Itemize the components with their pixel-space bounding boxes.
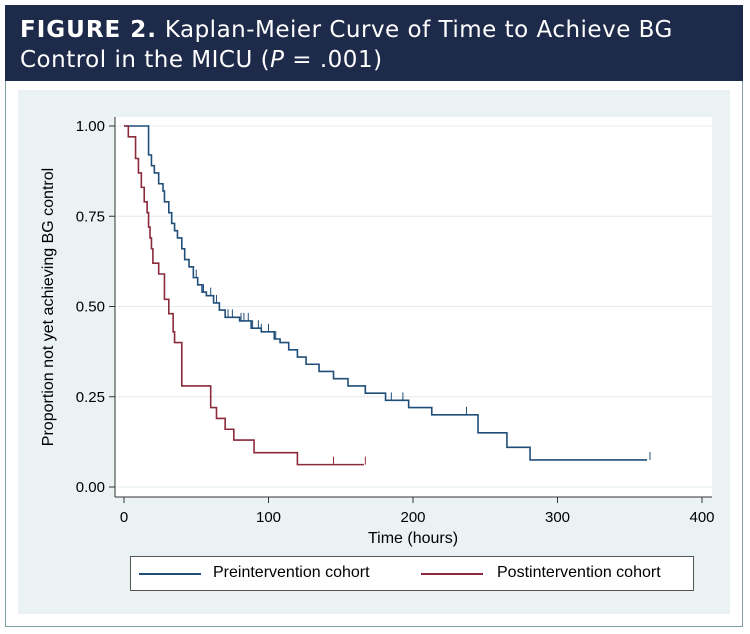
y-axis-label: Proportion not yet achieving BG control (40, 168, 57, 446)
figure-title-part-2: Control in the MICU ( (20, 47, 271, 73)
x-tick-label: 300 (545, 509, 570, 526)
x-tick-label: 0 (120, 509, 128, 526)
legend-swatch-preintervention (139, 573, 201, 575)
y-tick-label: 1.00 (76, 118, 105, 135)
figure-title-line-1: FIGURE 2. Kaplan-Meier Curve of Time to … (20, 17, 673, 43)
legend-label-preintervention: Preintervention cohort (213, 564, 370, 581)
x-axis-label: Time (hours) (368, 530, 458, 547)
y-tick-label: 0.00 (76, 479, 105, 496)
y-tick-label: 0.50 (76, 299, 105, 316)
legend-label-postintervention: Postintervention cohort (497, 564, 661, 581)
figure-title-part-1: Kaplan-Meier Curve of Time to Achieve BG (164, 17, 673, 43)
km-curve-preintervention (124, 125, 648, 461)
x-tick-label: 400 (689, 509, 714, 526)
figure-header: FIGURE 2. Kaplan-Meier Curve of Time to … (5, 5, 743, 81)
y-tick-label: 0.75 (76, 208, 105, 225)
p-symbol: P (270, 47, 285, 73)
km-curve-postintervention (124, 125, 364, 466)
x-tick-label: 200 (400, 509, 425, 526)
y-tick-label: 0.25 (76, 389, 105, 406)
figure-title-line-2: Control in the MICU (P = .001) (20, 47, 383, 73)
legend: Preintervention cohort Postintervention … (130, 556, 694, 591)
x-tick-label: 100 (256, 509, 281, 526)
figure-label: FIGURE 2. (20, 17, 157, 43)
legend-swatch-postintervention (421, 573, 483, 575)
p-value: = .001) (284, 47, 383, 73)
